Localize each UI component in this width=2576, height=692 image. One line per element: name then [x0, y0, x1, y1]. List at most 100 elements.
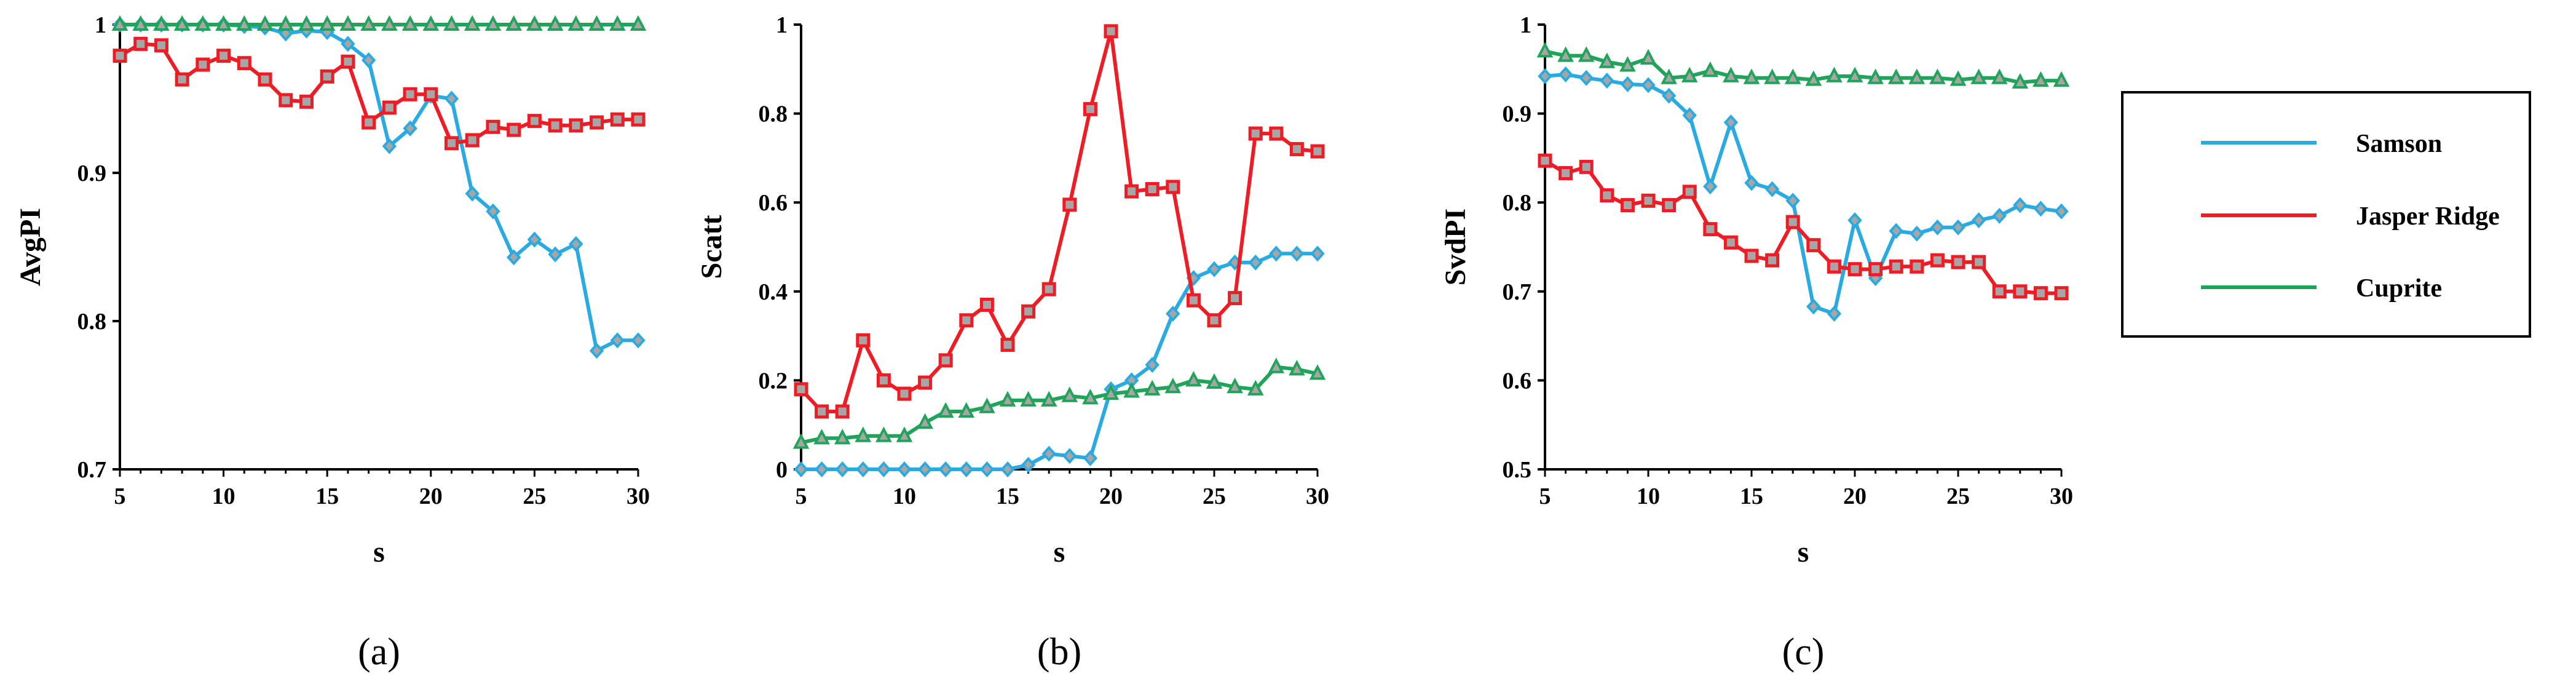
y-tick-label: 0.4 [759, 279, 788, 305]
data-point-cuprite [1991, 68, 2008, 84]
panel-label: (a) [358, 631, 400, 673]
data-point-jasper-ridge [175, 72, 189, 87]
data-point-jasper-ridge [897, 386, 912, 401]
series-jasper-ridge [1538, 153, 2069, 301]
data-point-jasper-ridge [486, 119, 500, 134]
data-point-jasper-ridge [1228, 291, 1243, 306]
x-tick-label: 25 [1946, 483, 1970, 509]
data-point-jasper-ridge [1310, 144, 1325, 159]
series-samson [1538, 66, 2069, 322]
data-point-samson [569, 236, 583, 252]
data-point-cuprite [917, 413, 933, 429]
data-point-samson [1600, 73, 1614, 89]
data-point-samson [917, 461, 933, 477]
data-point-cuprite [505, 15, 522, 31]
data-point-cuprite [1764, 68, 1780, 84]
data-point-samson [1723, 114, 1739, 131]
data-point-jasper-ridge [465, 133, 480, 148]
data-point-jasper-ridge [2054, 286, 2069, 301]
data-point-cuprite [1723, 66, 1739, 82]
data-point-jasper-ridge [196, 57, 210, 72]
data-point-jasper-ridge [2013, 284, 2028, 299]
data-point-cuprite [401, 15, 419, 31]
series-jasper-ridge [794, 24, 1325, 419]
data-point-samson [1703, 178, 1718, 195]
data-point-cuprite [1950, 70, 1967, 86]
data-point-jasper-ridge [237, 56, 251, 71]
data-point-cuprite [588, 15, 605, 31]
y-tick-label: 0.6 [759, 190, 788, 216]
data-point-jasper-ridge [1083, 101, 1097, 116]
data-point-samson [1806, 298, 1821, 315]
x-tick-label: 20 [419, 483, 443, 509]
data-point-cuprite [547, 15, 564, 31]
x-tick-label: 15 [996, 483, 1019, 509]
data-point-cuprite [1144, 380, 1161, 396]
data-point-jasper-ridge [1951, 255, 1966, 269]
data-point-jasper-ridge [938, 353, 953, 368]
y-tick-label: 0.7 [1503, 279, 1532, 305]
data-point-jasper-ridge [1559, 165, 1573, 180]
data-point-cuprite [1227, 377, 1243, 394]
x-tick-label: 20 [1099, 483, 1123, 509]
data-point-jasper-ridge [279, 93, 293, 108]
data-point-cuprite [173, 15, 191, 31]
data-point-cuprite [813, 429, 830, 445]
data-point-jasper-ridge [1166, 180, 1180, 194]
data-point-cuprite [1164, 377, 1182, 394]
data-point-jasper-ridge [216, 49, 231, 63]
data-point-cuprite [1908, 68, 1926, 84]
data-point-jasper-ridge [1186, 293, 1201, 308]
panel-label: (c) [1782, 631, 1825, 673]
data-point-jasper-ridge [610, 112, 625, 127]
data-point-samson [1083, 450, 1098, 466]
data-point-samson [897, 461, 912, 477]
data-point-samson [938, 461, 953, 477]
data-point-jasper-ridge [1930, 253, 1945, 268]
data-point-samson [589, 343, 604, 359]
data-point-jasper-ridge [258, 72, 272, 87]
data-point-samson [527, 231, 542, 248]
data-point-cuprite [567, 15, 585, 31]
series-cuprite [1536, 42, 2070, 89]
data-point-jasper-ridge [856, 333, 871, 348]
data-point-jasper-ridge [1062, 197, 1077, 212]
x-tick-label: 25 [1203, 483, 1226, 509]
data-point-samson [548, 246, 563, 263]
data-point-cuprite [1020, 391, 1037, 407]
data-point-jasper-ridge [154, 38, 168, 53]
data-point-jasper-ridge [1579, 159, 1594, 174]
y-tick-label: 0.7 [77, 457, 107, 483]
data-point-cuprite [1598, 52, 1616, 68]
data-point-samson [979, 461, 995, 477]
data-point-cuprite [484, 15, 502, 31]
data-point-jasper-ridge [341, 54, 355, 69]
data-point-cuprite [339, 15, 357, 31]
data-point-cuprite [1206, 373, 1223, 389]
data-point-jasper-ridge [815, 404, 829, 419]
data-point-samson [631, 332, 646, 349]
y-tick-label: 1 [776, 12, 788, 38]
data-point-jasper-ridge [1868, 262, 1883, 277]
data-point-jasper-ridge [1104, 24, 1118, 39]
legend-border [2121, 91, 2531, 338]
data-point-jasper-ridge [876, 373, 891, 388]
legend-label-jasper-ridge: Jasper Ridge [2356, 202, 2500, 231]
data-point-cuprite [958, 402, 975, 418]
data-point-jasper-ridge [1972, 255, 1986, 269]
data-point-cuprite [896, 426, 913, 442]
data-point-jasper-ridge [444, 136, 459, 151]
data-point-samson [1992, 207, 2007, 224]
data-point-cuprite [1082, 389, 1099, 405]
y-tick-label: 0.2 [759, 368, 788, 394]
data-point-jasper-ridge [1682, 185, 1697, 199]
data-point-cuprite [422, 15, 440, 31]
x-tick-label: 20 [1843, 483, 1867, 509]
data-point-cuprite [937, 402, 954, 418]
data-point-samson [1041, 445, 1056, 462]
data-point-jasper-ridge [362, 115, 376, 130]
x-axis-title: s [373, 536, 385, 568]
data-point-samson [1661, 87, 1677, 104]
